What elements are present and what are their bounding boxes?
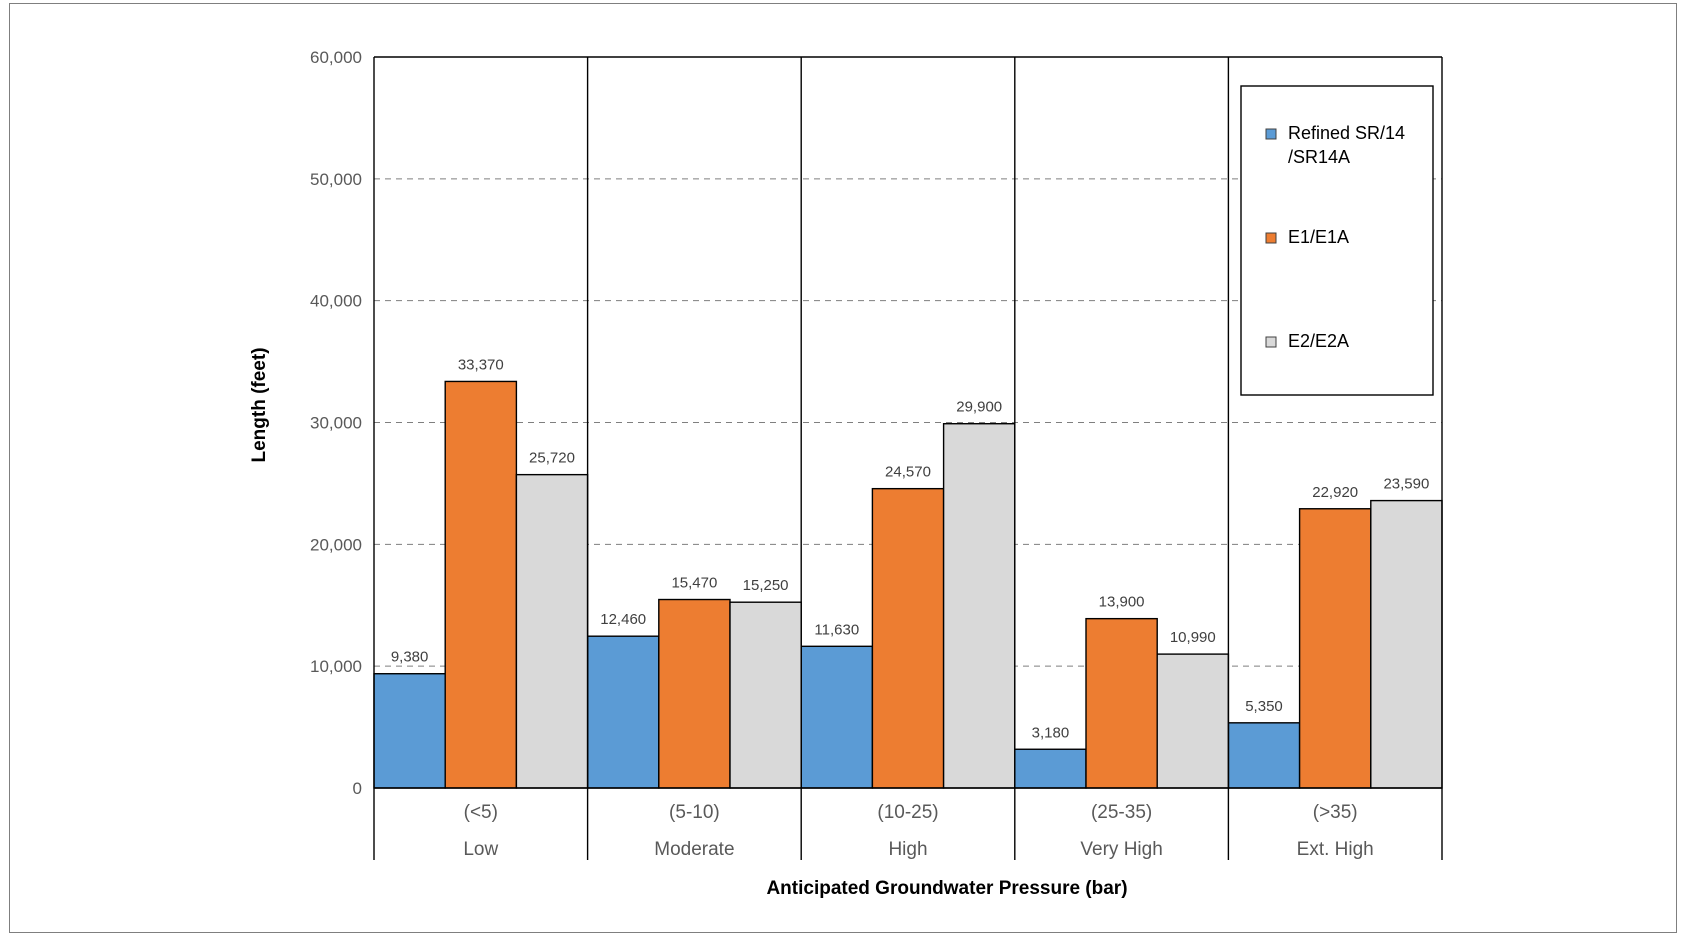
data-label: 12,460 — [600, 611, 646, 628]
y-tick-label: 0 — [353, 779, 362, 798]
category-range-label: (10-25) — [877, 802, 938, 823]
data-label: 25,720 — [529, 450, 575, 467]
data-label: 13,900 — [1099, 594, 1145, 611]
bar — [373, 673, 446, 789]
data-label: 22,920 — [1312, 484, 1358, 501]
legend: Refined SR/14/SR14A E1/E1A E2/E2A — [1240, 85, 1434, 396]
bar — [1085, 617, 1158, 789]
category-range-label: (5-10) — [669, 802, 720, 823]
data-label: 15,470 — [671, 575, 717, 592]
legend-label: E1/E1A — [1288, 227, 1349, 247]
bar — [942, 423, 1016, 789]
y-tick-label: 60,000 — [310, 48, 362, 67]
bar — [1227, 722, 1301, 789]
category-range-label: (<5) — [464, 802, 498, 823]
data-label: 11,630 — [814, 621, 859, 638]
x-axis-title: Anticipated Groundwater Pressure (bar) — [766, 878, 1127, 899]
bar — [871, 487, 945, 789]
data-label: 24,570 — [885, 464, 931, 481]
bar — [444, 380, 518, 789]
bars — [373, 380, 1443, 789]
bar — [658, 598, 731, 789]
data-label: 29,900 — [956, 399, 1002, 416]
data-label: 15,250 — [743, 577, 789, 594]
bar — [515, 473, 589, 789]
data-label: 3,180 — [1032, 724, 1070, 741]
data-label: 9,380 — [391, 649, 429, 666]
category-range-label: (>35) — [1313, 802, 1358, 823]
data-label: 5,350 — [1245, 698, 1283, 715]
category-range-label: (25-35) — [1091, 802, 1152, 823]
legend-label: /SR14A — [1288, 147, 1350, 167]
bar — [800, 645, 874, 789]
category-name-label: High — [888, 839, 927, 860]
data-label: 10,990 — [1170, 629, 1216, 646]
bar — [586, 635, 660, 789]
bar — [1014, 748, 1087, 789]
category-name-label: Moderate — [654, 839, 734, 860]
category-name-label: Very High — [1080, 839, 1162, 860]
y-tick-label: 40,000 — [310, 292, 362, 311]
chart-frame — [9, 3, 1677, 933]
legend-swatch — [1265, 336, 1277, 348]
category-name-label: Low — [463, 839, 498, 860]
y-axis-title: Length (feet) — [249, 347, 270, 462]
legend-swatch — [1265, 128, 1277, 140]
data-labels: 9,380 12,460 11,630 3,180 5,350 33,370 15,470 2… — [391, 356, 1430, 741]
data-label: 23,590 — [1383, 476, 1429, 493]
y-tick-label: 30,000 — [310, 414, 362, 433]
legend-label: E2/E2A — [1288, 331, 1349, 351]
y-tick-label: 50,000 — [310, 170, 362, 189]
legend-swatch — [1265, 232, 1277, 244]
category-name-label: Ext. High — [1297, 839, 1374, 860]
data-label: 33,370 — [458, 356, 504, 373]
axes: 0 10,000 20,000 30,000 40,000 50,000 60,000 (<5… — [310, 48, 1443, 860]
legend-label: Refined SR/14 — [1288, 123, 1405, 143]
y-tick-label: 10,000 — [310, 657, 362, 676]
y-tick-label: 20,000 — [310, 535, 362, 554]
bar — [729, 601, 802, 789]
bar — [1370, 499, 1443, 789]
bar — [1156, 653, 1230, 789]
bar — [1298, 508, 1372, 789]
